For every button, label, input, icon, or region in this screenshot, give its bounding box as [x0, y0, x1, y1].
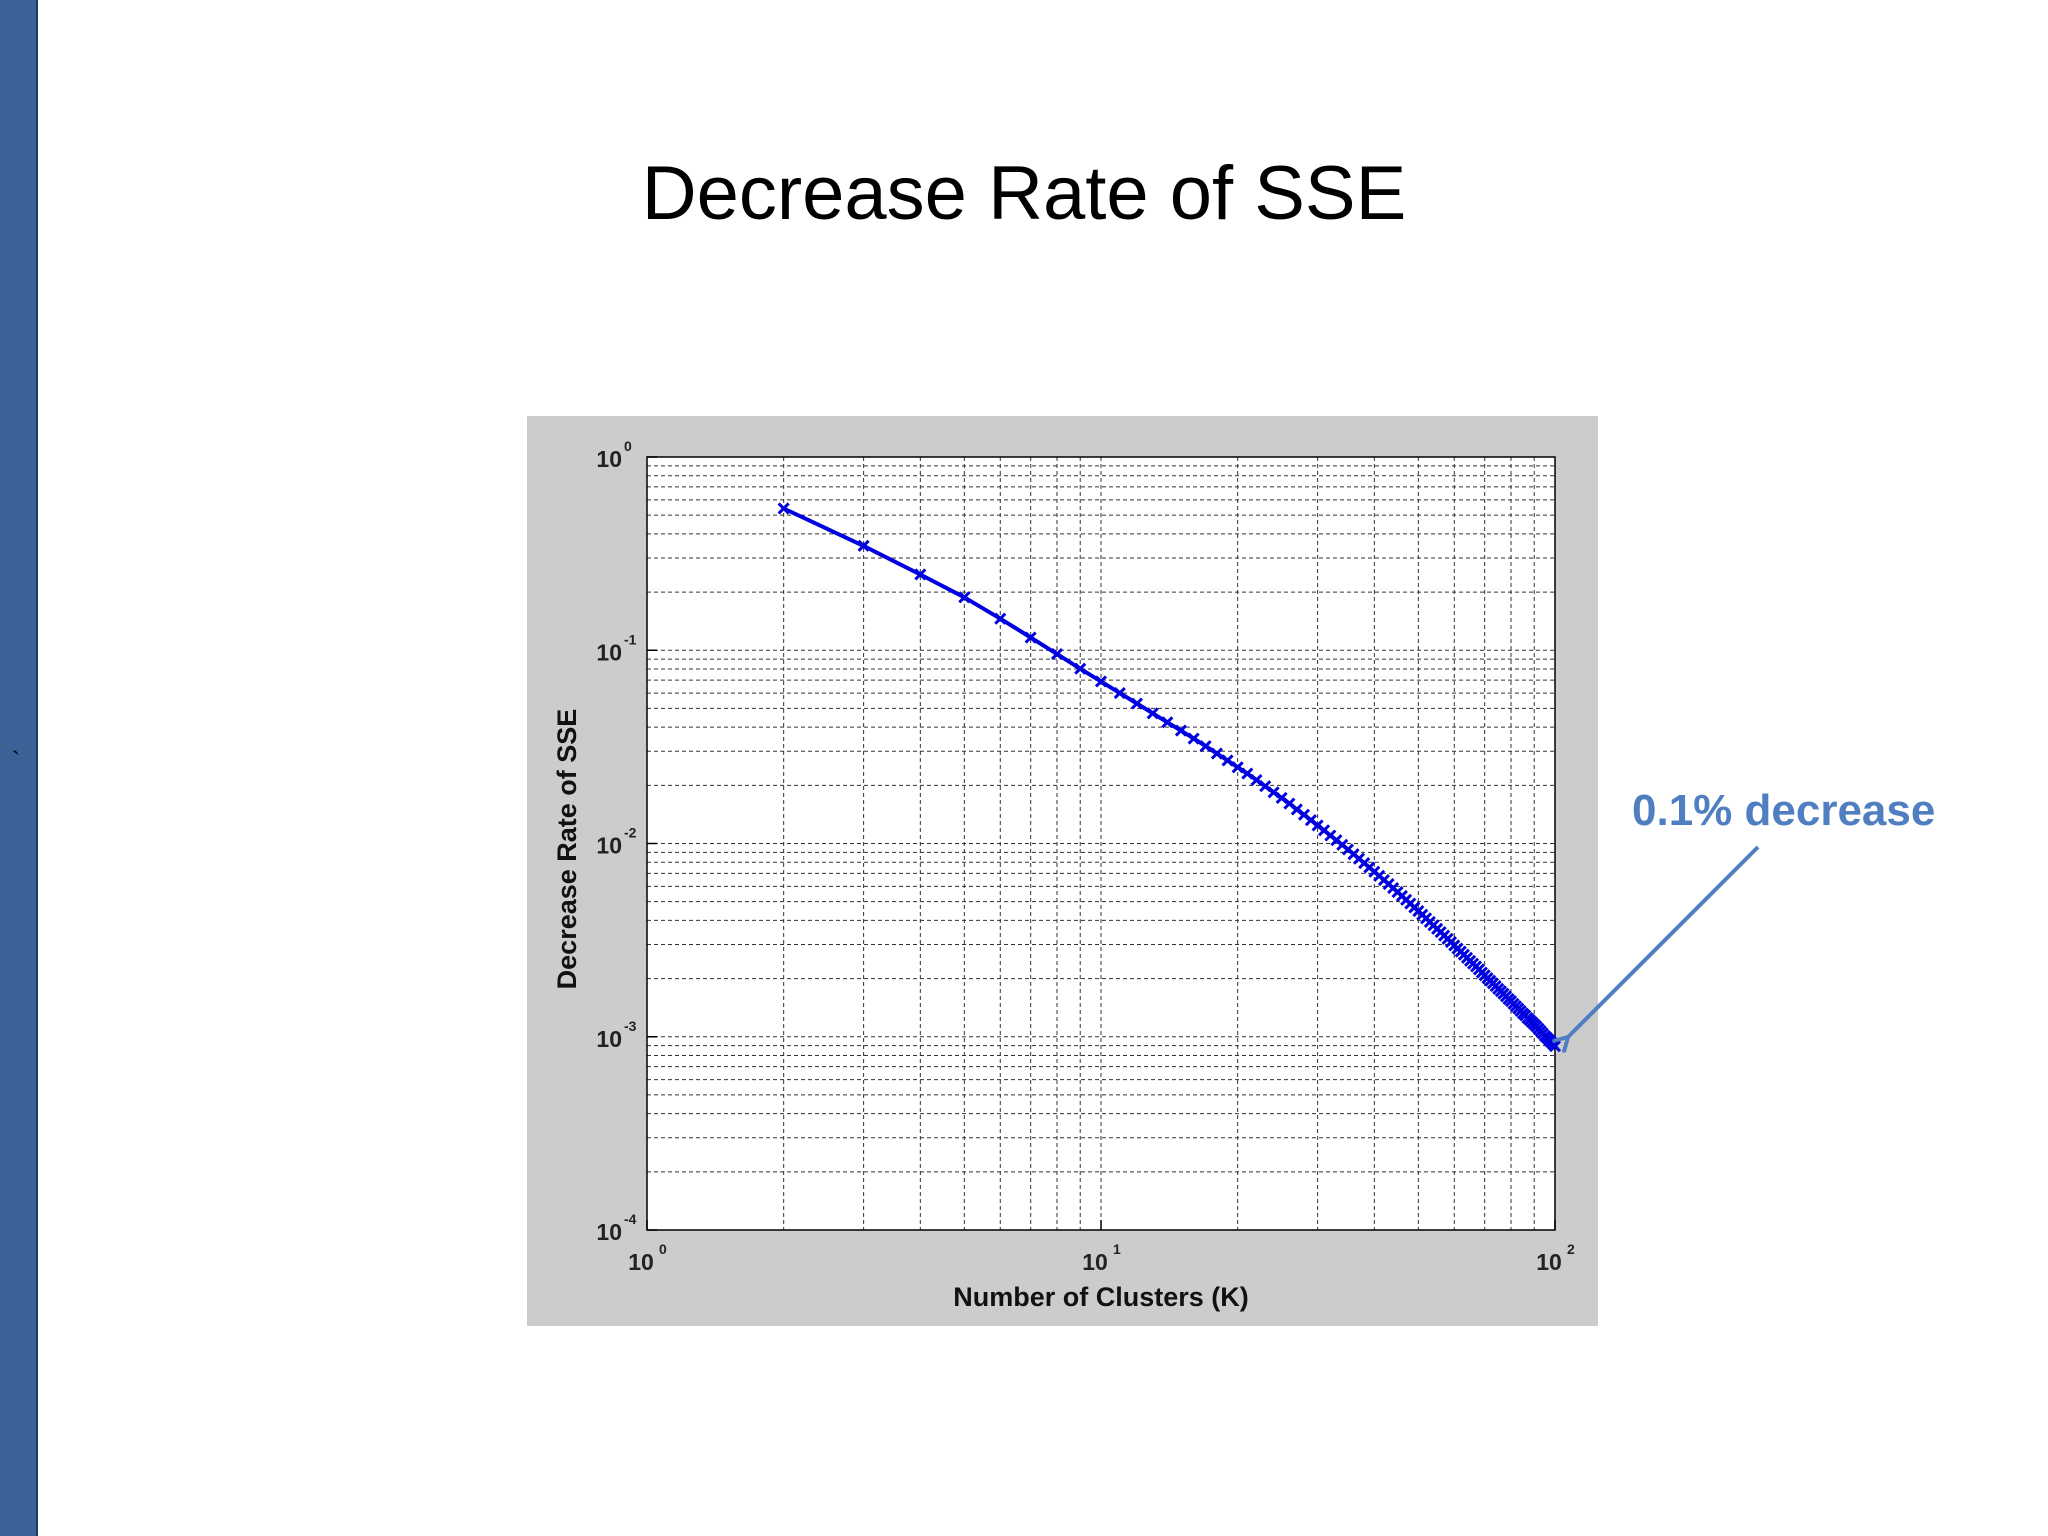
slide-left-bar [0, 0, 38, 1536]
data-point [1231, 761, 1244, 774]
y-tick-exponent: -4 [624, 1211, 637, 1227]
data-point [994, 612, 1007, 625]
data-point [1259, 780, 1272, 793]
data-point [1267, 786, 1280, 799]
data-point [1199, 740, 1212, 753]
data-point [1130, 697, 1144, 710]
x-tick-exponent: 1 [1113, 1241, 1121, 1257]
y-tick-exponent: -2 [624, 825, 637, 841]
y-tick-label: 10 [596, 1219, 622, 1245]
y-tick-exponent: -3 [624, 1018, 637, 1034]
annotation-arrow [1568, 845, 1760, 1037]
slide-mark: ` [12, 748, 20, 774]
y-tick-label: 10 [596, 446, 622, 472]
data-point [958, 591, 971, 604]
y-tick-label: 10 [596, 1026, 622, 1052]
annotation-text: 0.1% decrease [1632, 786, 1936, 835]
data-point [1113, 687, 1126, 700]
x-tick-label: 10 [628, 1249, 654, 1275]
y-axis-label: Decrease Rate of SSE [552, 709, 582, 990]
x-tick-label: 10 [1536, 1249, 1562, 1275]
data-point [1221, 754, 1234, 767]
data-point [1174, 724, 1188, 737]
x-tick-label: 10 [1082, 1249, 1108, 1275]
y-tick-exponent: 0 [624, 438, 632, 454]
data-point [1094, 675, 1108, 688]
ticks: 10 0 10 1 10 210 010 -110 -210 -310 -4 [596, 438, 1575, 1275]
grid [647, 457, 1555, 1230]
y-tick-label: 10 [596, 833, 622, 859]
data-point [857, 539, 870, 552]
data-point [1250, 773, 1263, 787]
data-point [1210, 747, 1223, 760]
data-point [1241, 767, 1254, 780]
slide-title: Decrease Rate of SSE [641, 151, 1407, 236]
y-tick-exponent: -1 [624, 631, 637, 647]
data-point [1161, 716, 1174, 729]
x-tick-exponent: 2 [1567, 1241, 1575, 1257]
x-axis-label: Number of Clusters (K) [953, 1282, 1249, 1312]
x-tick-exponent: 0 [659, 1241, 667, 1257]
data-point [1074, 662, 1087, 675]
data-point [1146, 707, 1159, 720]
y-tick-label: 10 [596, 639, 622, 665]
data-point [1187, 732, 1200, 745]
data-point [1050, 648, 1064, 661]
data-point [777, 502, 790, 515]
data-point [1275, 791, 1288, 805]
data-point [914, 568, 927, 581]
data-point [1024, 631, 1037, 644]
series-layer [777, 502, 1562, 1053]
